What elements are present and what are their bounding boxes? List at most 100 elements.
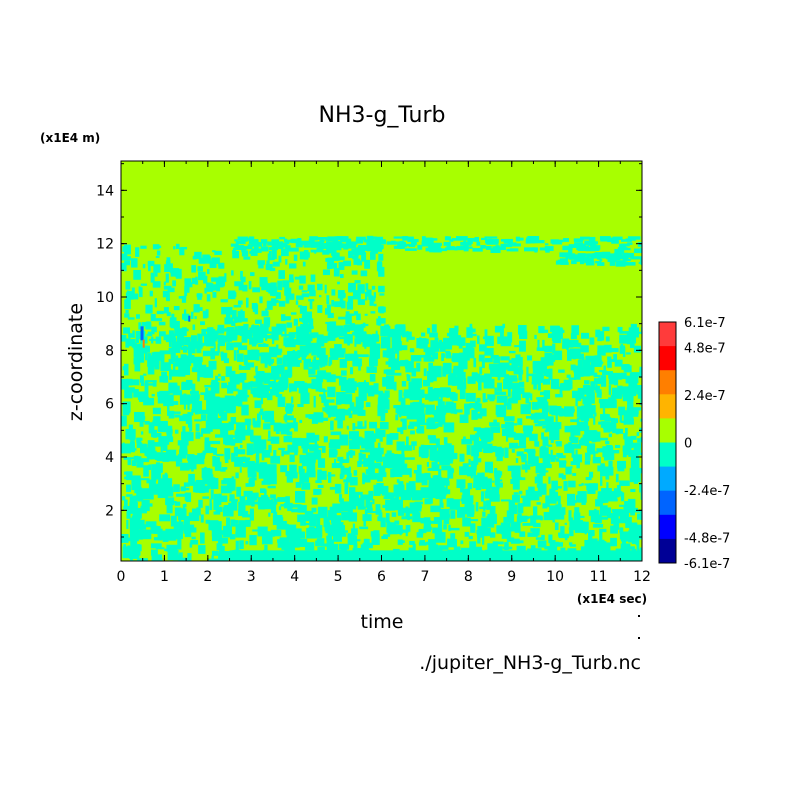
field-cell: [348, 282, 356, 293]
field-cell: [366, 366, 377, 373]
field-cell: [511, 465, 521, 478]
field-cell: [233, 446, 238, 457]
field-cell: [427, 386, 433, 396]
field-cell: [246, 423, 251, 431]
field-cell: [509, 248, 519, 252]
field-cell: [541, 432, 545, 440]
field-cell: [404, 457, 415, 460]
field-cell: [239, 444, 243, 449]
field-cell: [391, 341, 402, 351]
field-cell: [542, 339, 545, 350]
field-cell: [218, 262, 225, 269]
field-cell: [129, 517, 138, 530]
field-cell: [218, 339, 225, 347]
field-cell: [332, 262, 338, 269]
field-cell: [542, 447, 549, 457]
field-cell: [302, 456, 312, 467]
field-cell: [130, 293, 139, 300]
field-cell: [157, 392, 165, 404]
field-cell: [287, 287, 292, 298]
field-cell: [401, 381, 407, 387]
field-cell: [174, 414, 181, 418]
field-cell: [497, 370, 501, 381]
field-cell: [145, 380, 148, 387]
field-cell: [173, 305, 180, 311]
field-cell: [537, 397, 548, 403]
field-cell: [251, 388, 261, 394]
field-cell: [299, 531, 306, 539]
field-cell: [486, 239, 499, 245]
field-cell: [284, 245, 291, 250]
field-cell: [422, 237, 433, 241]
field-cell: [567, 253, 576, 256]
field-cell: [267, 499, 271, 508]
field-cell: [327, 386, 336, 398]
field-cell: [149, 338, 157, 341]
field-cell: [285, 403, 293, 414]
field-cell: [224, 448, 231, 460]
field-cell: [260, 408, 264, 414]
field-cell: [490, 426, 501, 433]
field-cell: [573, 239, 583, 243]
field-cell: [280, 314, 286, 322]
field-cell: [138, 322, 142, 330]
field-cell: [570, 544, 576, 547]
field-cell: [124, 299, 131, 310]
field-cell: [397, 350, 400, 362]
field-cell: [243, 323, 249, 334]
field-cell: [431, 388, 439, 401]
field-cell: [214, 351, 220, 356]
field-cell: [330, 420, 334, 431]
field-cell: [305, 472, 312, 478]
field-cell: [593, 416, 596, 425]
field-cell: [126, 293, 131, 298]
field-cell: [260, 352, 270, 364]
field-cell: [232, 249, 236, 254]
field-cell: [368, 465, 375, 477]
field-cell: [502, 428, 513, 437]
field-cell: [508, 359, 513, 364]
field-cell: [539, 473, 543, 477]
field-cell: [390, 240, 396, 244]
field-cell: [419, 337, 422, 346]
field-cell: [432, 464, 440, 472]
field-cell: [220, 469, 226, 472]
field-cell: [406, 373, 409, 378]
field-cell: [421, 241, 434, 247]
field-cell: [133, 357, 138, 365]
x-tick-label: 0: [117, 569, 126, 585]
colorbar-segment: [659, 466, 676, 492]
field-cell: [466, 327, 473, 338]
field-cell: [309, 444, 319, 452]
field-cell: [372, 499, 375, 505]
field-cell: [610, 537, 617, 547]
field-cell: [184, 286, 188, 296]
field-cell: [419, 540, 426, 545]
field-cell: [124, 499, 128, 508]
field-cell: [238, 501, 246, 514]
field-cell: [240, 270, 243, 281]
field-cell: [183, 309, 187, 318]
field-cell: [379, 431, 383, 442]
field-cell: [241, 276, 246, 283]
field-cell: [275, 393, 283, 398]
field-cell: [584, 240, 596, 246]
field-cell: [310, 249, 317, 253]
field-cell: [328, 360, 331, 367]
field-cell: [322, 407, 327, 412]
field-cell: [234, 449, 246, 455]
field-cell: [581, 332, 590, 339]
field-cell: [356, 340, 362, 345]
field-cell: [555, 458, 560, 462]
field-cell: [595, 261, 602, 264]
field-cell: [263, 384, 270, 392]
field-cell: [573, 370, 581, 380]
field-cell: [627, 400, 634, 410]
field-cell: [140, 283, 148, 286]
field-cell: [294, 276, 302, 280]
field-cell: [511, 358, 519, 370]
field-cell: [285, 259, 288, 265]
field-cell: [422, 422, 430, 426]
field-cell: [437, 409, 447, 415]
field-cell: [365, 469, 370, 475]
